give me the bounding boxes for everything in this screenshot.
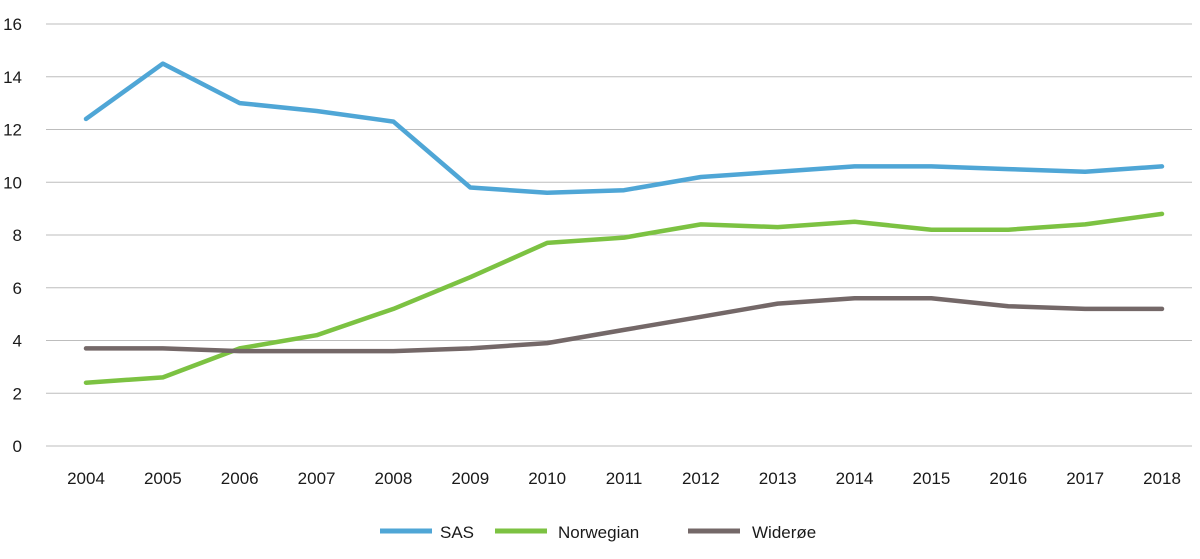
series-lines <box>83 61 1165 385</box>
data-point <box>238 349 242 353</box>
legend-label: SAS <box>440 523 474 542</box>
data-point <box>776 225 780 229</box>
y-tick-label: 8 <box>13 226 22 245</box>
data-point <box>1160 212 1164 216</box>
series-line <box>83 211 1165 385</box>
x-tick-label: 2018 <box>1143 469 1181 488</box>
data-point <box>545 341 549 345</box>
x-tick-label: 2006 <box>221 469 259 488</box>
data-point <box>1160 164 1164 168</box>
series-norwegian <box>83 211 1165 385</box>
data-point <box>161 346 165 350</box>
data-point <box>853 164 857 168</box>
data-point <box>1006 228 1010 232</box>
x-tick-label: 2017 <box>1066 469 1104 488</box>
legend-item-widerøe: Widerøe <box>688 523 816 542</box>
legend-label: Norwegian <box>558 523 639 542</box>
x-tick-label: 2004 <box>67 469 105 488</box>
data-point <box>391 307 395 311</box>
legend: SAS Norwegian Widerøe <box>380 523 816 542</box>
data-point <box>315 333 319 337</box>
gridlines <box>46 23 1192 447</box>
data-point <box>468 186 472 190</box>
x-tick-label: 2016 <box>989 469 1027 488</box>
data-point <box>622 328 626 332</box>
data-point <box>853 220 857 224</box>
data-point <box>238 101 242 105</box>
data-point <box>84 346 88 350</box>
y-tick-label: 4 <box>13 332 22 351</box>
data-point <box>1160 307 1164 311</box>
data-point <box>929 296 933 300</box>
x-tick-label: 2011 <box>606 469 643 488</box>
data-point <box>315 349 319 353</box>
data-point <box>776 302 780 306</box>
data-point <box>1006 304 1010 308</box>
data-point <box>1083 222 1087 226</box>
data-point <box>776 170 780 174</box>
data-point <box>161 375 165 379</box>
x-tick-label: 2015 <box>913 469 951 488</box>
legend-item-norwegian: Norwegian <box>495 523 639 542</box>
data-point <box>84 117 88 121</box>
data-point <box>699 175 703 179</box>
data-point <box>315 109 319 113</box>
data-point <box>622 188 626 192</box>
data-point <box>699 315 703 319</box>
legend-label: Widerøe <box>752 523 816 542</box>
data-point <box>1083 307 1087 311</box>
data-point <box>468 275 472 279</box>
data-point <box>391 120 395 124</box>
series-widerøe <box>83 296 1165 354</box>
data-point <box>699 222 703 226</box>
data-point <box>1083 170 1087 174</box>
y-tick-label: 6 <box>13 279 22 298</box>
series-line <box>83 61 1165 196</box>
data-point <box>1006 167 1010 171</box>
data-point <box>84 381 88 385</box>
x-tick-label: 2010 <box>528 469 566 488</box>
x-tick-label: 2007 <box>298 469 336 488</box>
y-axis-ticks: 0 2 4 6 8 10 12 14 16 <box>3 15 22 456</box>
x-tick-label: 2005 <box>144 469 182 488</box>
y-tick-label: 14 <box>3 68 22 87</box>
data-point <box>391 349 395 353</box>
y-tick-label: 2 <box>13 384 22 403</box>
data-point <box>622 236 626 240</box>
y-tick-label: 16 <box>3 15 22 34</box>
x-axis-ticks: 2004 2005 2006 2007 2008 2009 2010 2011 2012 2013… <box>67 469 1181 488</box>
x-tick-label: 2008 <box>375 469 413 488</box>
legend-item-sas: SAS <box>380 523 474 542</box>
data-point <box>545 191 549 195</box>
x-tick-label: 2014 <box>836 469 874 488</box>
data-point <box>161 62 165 66</box>
data-point <box>929 228 933 232</box>
x-tick-label: 2009 <box>451 469 489 488</box>
data-point <box>929 164 933 168</box>
data-point <box>468 346 472 350</box>
x-tick-label: 2013 <box>759 469 797 488</box>
y-tick-label: 10 <box>3 173 22 192</box>
y-tick-label: 0 <box>13 437 22 456</box>
series-line <box>83 296 1165 354</box>
data-point <box>853 296 857 300</box>
x-tick-label: 2012 <box>682 469 720 488</box>
y-tick-label: 12 <box>3 121 22 140</box>
series-sas <box>83 61 1165 196</box>
data-point <box>545 241 549 245</box>
